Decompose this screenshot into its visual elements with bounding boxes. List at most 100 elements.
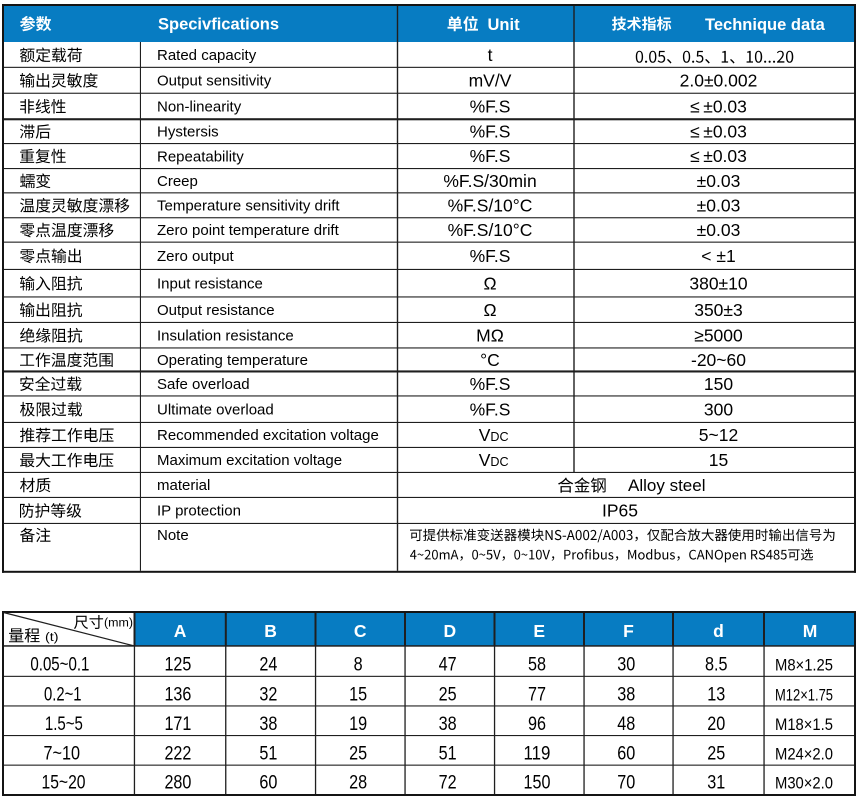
svg-text:5~12: 5~12 xyxy=(699,425,738,445)
svg-text:B: B xyxy=(264,621,277,641)
svg-text:171: 171 xyxy=(164,714,191,735)
svg-text:M8×1.25: M8×1.25 xyxy=(775,657,833,675)
svg-text:E: E xyxy=(533,621,545,641)
svg-text:150: 150 xyxy=(704,374,733,394)
svg-text:IP65: IP65 xyxy=(602,501,638,521)
svg-text:A: A xyxy=(174,621,187,641)
svg-text:350±3: 350±3 xyxy=(694,300,743,320)
svg-text:24: 24 xyxy=(259,655,277,676)
svg-text:M24×2.0: M24×2.0 xyxy=(775,746,833,764)
svg-text:15: 15 xyxy=(709,450,728,470)
svg-text:300: 300 xyxy=(704,399,733,419)
svg-text:8: 8 xyxy=(354,655,363,676)
svg-text:d: d xyxy=(713,621,724,641)
svg-text:Non-linearity: Non-linearity xyxy=(157,99,242,116)
svg-text:≥5000: ≥5000 xyxy=(694,325,743,345)
svg-text:58: 58 xyxy=(528,655,546,676)
svg-text:Note: Note xyxy=(157,527,189,544)
svg-text:≤ ±0.03: ≤ ±0.03 xyxy=(690,146,747,166)
svg-text:±0.03: ±0.03 xyxy=(697,195,741,215)
svg-text:Insulation resistance: Insulation resistance xyxy=(157,327,294,344)
svg-text:48: 48 xyxy=(617,714,635,735)
svg-text:25: 25 xyxy=(439,684,457,705)
svg-text:Safe overload: Safe overload xyxy=(157,376,250,393)
svg-text:136: 136 xyxy=(164,684,191,705)
svg-text:DC: DC xyxy=(490,455,508,469)
svg-text:Maximum excitation voltage: Maximum excitation voltage xyxy=(157,452,342,469)
svg-text:60: 60 xyxy=(259,773,277,794)
svg-text:%F.S/30min: %F.S/30min xyxy=(443,171,536,191)
svg-text:8.5: 8.5 xyxy=(705,655,728,676)
svg-text:M: M xyxy=(803,621,818,641)
svg-text:(mm): (mm) xyxy=(104,618,133,630)
svg-text:38: 38 xyxy=(617,684,635,705)
svg-text:Output resistance: Output resistance xyxy=(157,302,275,319)
svg-text:77: 77 xyxy=(528,684,546,705)
svg-text:Repeatability: Repeatability xyxy=(157,148,244,165)
svg-text:t: t xyxy=(488,45,493,65)
svg-text:≤ ±0.03: ≤ ±0.03 xyxy=(690,122,747,142)
svg-text:72: 72 xyxy=(439,773,457,794)
svg-text:%F.S: %F.S xyxy=(470,399,511,419)
svg-text:Technique data: Technique data xyxy=(705,16,826,34)
svg-text:60: 60 xyxy=(617,744,635,765)
svg-text:M12×1.75: M12×1.75 xyxy=(775,686,833,704)
svg-text:51: 51 xyxy=(439,744,457,765)
svg-text:%F.S: %F.S xyxy=(470,246,511,266)
svg-text:0.05~0.1: 0.05~0.1 xyxy=(30,655,89,676)
svg-text:D: D xyxy=(443,621,456,641)
svg-text:MΩ: MΩ xyxy=(476,325,504,345)
svg-text:Output sensitivity: Output sensitivity xyxy=(157,73,272,90)
svg-text:32: 32 xyxy=(259,684,277,705)
svg-text:F: F xyxy=(623,621,634,641)
svg-text:Hystersis: Hystersis xyxy=(157,124,219,141)
svg-text:222: 222 xyxy=(164,744,191,765)
svg-text:380±10: 380±10 xyxy=(689,273,748,293)
svg-text:material: material xyxy=(157,477,210,494)
svg-text:Creep: Creep xyxy=(157,173,198,190)
svg-text:38: 38 xyxy=(259,714,277,735)
svg-text:Operating temperature: Operating temperature xyxy=(157,352,308,369)
svg-text:150: 150 xyxy=(524,773,551,794)
svg-text:30: 30 xyxy=(617,655,635,676)
svg-text:%F.S/10°C: %F.S/10°C xyxy=(448,220,533,240)
svg-text:Alloy steel: Alloy steel xyxy=(628,476,705,495)
svg-text:13: 13 xyxy=(707,684,725,705)
svg-text:Ultimate overload: Ultimate overload xyxy=(157,401,274,418)
svg-text:280: 280 xyxy=(164,773,191,794)
svg-text:Recommended excitation voltage: Recommended excitation voltage xyxy=(157,427,379,444)
svg-text:mV/V: mV/V xyxy=(469,70,512,90)
svg-text:Temperature sensitivity drift: Temperature sensitivity drift xyxy=(157,198,340,215)
svg-text:(t): (t) xyxy=(45,632,59,644)
svg-text:%F.S/10°C: %F.S/10°C xyxy=(448,195,533,215)
svg-text:Zero output: Zero output xyxy=(157,248,235,265)
svg-text:V: V xyxy=(479,425,491,445)
svg-text:%F.S: %F.S xyxy=(470,374,511,394)
svg-text:20: 20 xyxy=(707,714,725,735)
svg-text:Specivfications: Specivfications xyxy=(158,16,279,34)
svg-text:70: 70 xyxy=(617,773,635,794)
svg-text:DC: DC xyxy=(490,430,508,444)
svg-text:31: 31 xyxy=(707,773,725,794)
svg-text:Ω: Ω xyxy=(483,273,496,293)
svg-text:IP protection: IP protection xyxy=(157,503,241,520)
svg-text:47: 47 xyxy=(439,655,457,676)
svg-text:Unit: Unit xyxy=(488,16,521,34)
svg-text:V: V xyxy=(479,450,491,470)
svg-text:Rated capacity: Rated capacity xyxy=(157,47,257,64)
svg-text:15~20: 15~20 xyxy=(42,773,86,794)
svg-text:38: 38 xyxy=(439,714,457,735)
svg-text:Zero point temperature drift: Zero point temperature drift xyxy=(157,222,340,239)
svg-text:≤ ±0.03: ≤ ±0.03 xyxy=(690,96,747,116)
svg-text:51: 51 xyxy=(259,744,277,765)
svg-text:M18×1.5: M18×1.5 xyxy=(775,716,833,734)
svg-text:-20~60: -20~60 xyxy=(691,350,746,370)
svg-text:1.5~5: 1.5~5 xyxy=(45,714,83,735)
svg-text:M30×2.0: M30×2.0 xyxy=(775,775,833,793)
svg-text:125: 125 xyxy=(164,655,191,676)
svg-text:C: C xyxy=(354,621,367,641)
svg-text:119: 119 xyxy=(524,744,551,765)
svg-text:< ±1: < ±1 xyxy=(701,246,735,266)
svg-text:19: 19 xyxy=(349,714,367,735)
svg-text:±0.03: ±0.03 xyxy=(697,171,741,191)
